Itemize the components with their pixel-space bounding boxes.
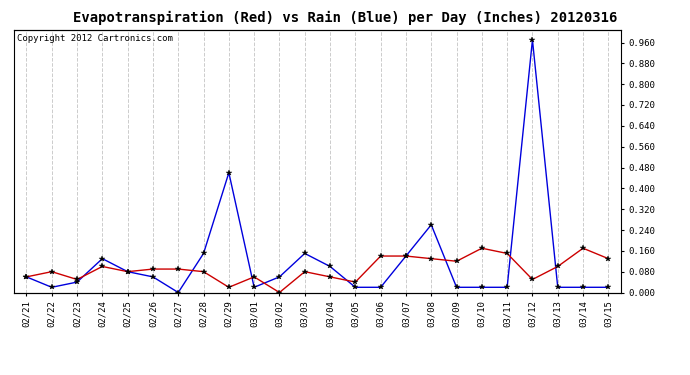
Text: Copyright 2012 Cartronics.com: Copyright 2012 Cartronics.com: [17, 34, 172, 43]
Text: Evapotranspiration (Red) vs Rain (Blue) per Day (Inches) 20120316: Evapotranspiration (Red) vs Rain (Blue) …: [73, 11, 617, 26]
